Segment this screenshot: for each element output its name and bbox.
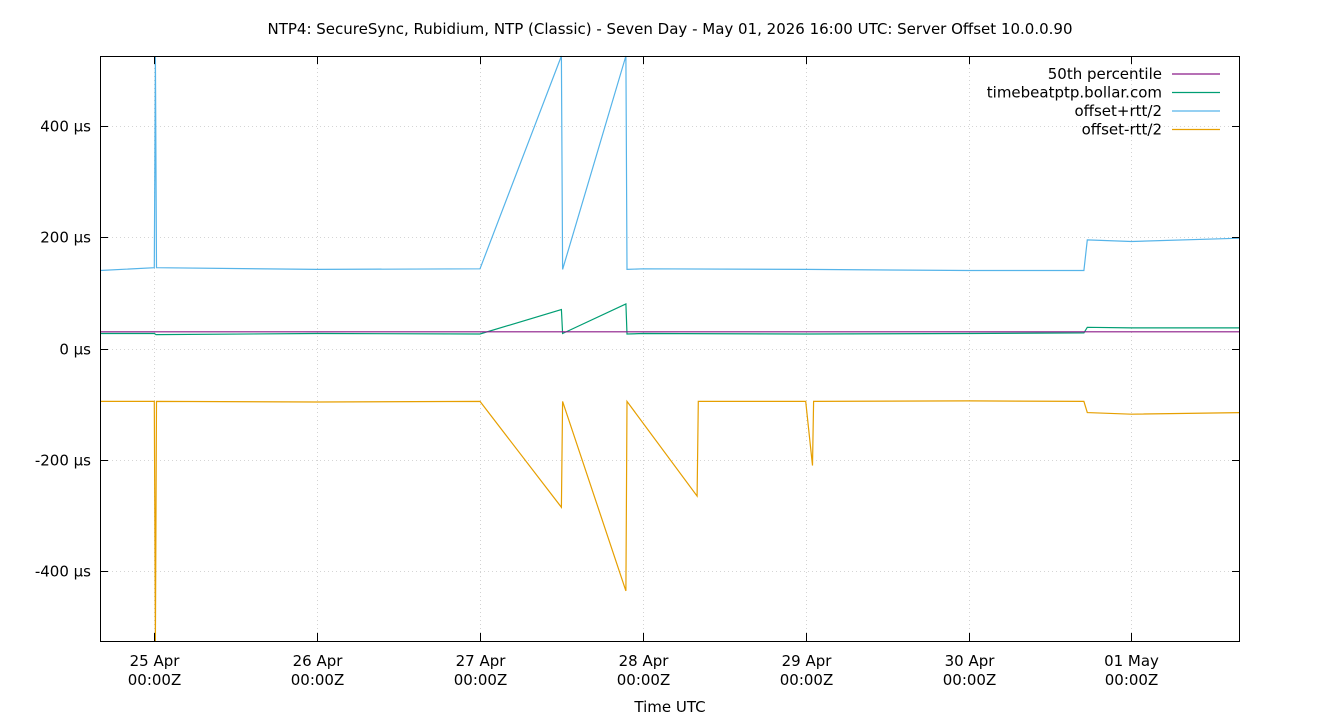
legend: 50th percentiletimebeatptp.bollar.comoff… bbox=[987, 65, 1220, 139]
x-tick-label-time: 00:00Z bbox=[617, 671, 671, 689]
series-line-timebeatptp-bollar-com bbox=[100, 302, 1240, 336]
x-tick-label-date: 25 Apr bbox=[130, 652, 181, 670]
x-tick-label-time: 00:00Z bbox=[454, 671, 508, 689]
x-tick-label-time: 00:00Z bbox=[128, 671, 182, 689]
x-tick-label-date: 29 Apr bbox=[782, 652, 833, 670]
legend-label: 50th percentile bbox=[1048, 65, 1162, 83]
x-tick-label-date: 30 Apr bbox=[945, 652, 996, 670]
legend-label: timebeatptp.bollar.com bbox=[987, 84, 1162, 102]
x-tick-label-time: 00:00Z bbox=[943, 671, 997, 689]
x-tick-label-date: 28 Apr bbox=[619, 652, 670, 670]
x-tick-label-date: 01 May bbox=[1104, 652, 1159, 670]
grid-lines bbox=[100, 56, 1240, 641]
legend-label: offset-rtt/2 bbox=[1082, 121, 1162, 139]
y-tick-label: 200 µs bbox=[40, 229, 91, 247]
legend-label: offset+rtt/2 bbox=[1074, 102, 1162, 120]
x-tick-label-time: 00:00Z bbox=[780, 671, 834, 689]
y-tick-label: 0 µs bbox=[59, 341, 91, 359]
x-tick-label-time: 00:00Z bbox=[1105, 671, 1159, 689]
y-tick-label: 400 µs bbox=[40, 118, 91, 136]
series-line-offset-rtt-2 bbox=[100, 399, 1241, 642]
x-tick-label-date: 26 Apr bbox=[293, 652, 344, 670]
x-tick-label-date: 27 Apr bbox=[456, 652, 507, 670]
y-tick-label: -400 µs bbox=[35, 563, 91, 581]
chart-title: NTP4: SecureSync, Rubidium, NTP (Classic… bbox=[267, 20, 1072, 38]
x-axis-label: Time UTC bbox=[633, 698, 705, 716]
y-tick-label: -200 µs bbox=[35, 452, 91, 470]
x-tick-label-time: 00:00Z bbox=[291, 671, 345, 689]
